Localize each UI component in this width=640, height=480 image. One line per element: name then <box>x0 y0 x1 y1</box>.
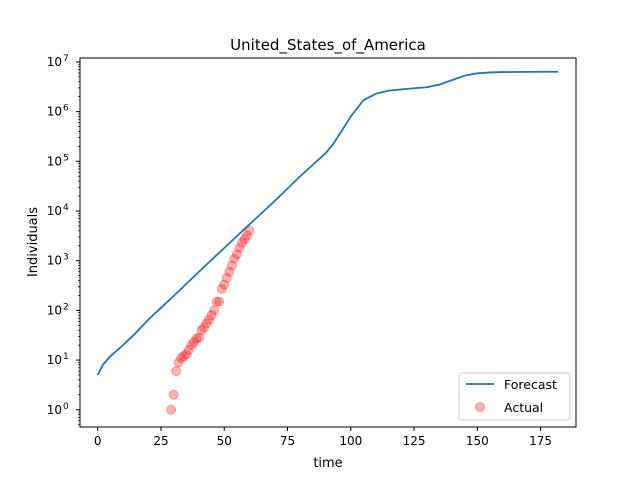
actual-point <box>173 357 184 368</box>
actual-point <box>191 333 202 344</box>
legend: Forecast Actual <box>458 372 571 421</box>
y-tick-label: 10 <box>47 403 62 417</box>
plot-frame <box>79 57 577 428</box>
actual-point <box>188 337 199 348</box>
y-tick-exponent: 6 <box>63 104 69 114</box>
actual-point <box>224 266 235 277</box>
x-axis: 0 25 50 75 100 125 150 175 <box>94 427 552 448</box>
x-tick-label: 100 <box>339 434 362 448</box>
x-tick-label: 25 <box>153 434 168 448</box>
actual-point <box>231 249 242 260</box>
x-tick-label: 125 <box>403 434 426 448</box>
actual-point <box>206 310 217 321</box>
y-tick-exponent: 3 <box>63 253 69 263</box>
x-tick-label: 150 <box>466 434 489 448</box>
actual-point <box>204 314 215 325</box>
y-tick-exponent: 4 <box>63 203 69 213</box>
x-tick-label: 175 <box>529 434 552 448</box>
x-tick-label: 50 <box>217 434 232 448</box>
actual-point <box>186 340 197 351</box>
actual-point <box>209 305 220 316</box>
y-tick-label: 10 <box>47 353 62 367</box>
actual-point <box>244 225 255 236</box>
actual-point <box>201 318 212 329</box>
y-tick-label: 10 <box>47 254 62 268</box>
actual-point <box>183 344 194 355</box>
y-tick-exponent: 5 <box>63 153 69 163</box>
actual-point <box>234 243 245 254</box>
actual-point <box>168 389 179 400</box>
actual-point <box>166 404 177 415</box>
x-axis-label: time <box>313 456 342 471</box>
x-tick-label: 0 <box>94 434 102 448</box>
plot-content <box>96 70 559 415</box>
actual-point <box>214 296 225 307</box>
actual-point <box>171 366 182 377</box>
x-tick-label: 75 <box>280 434 295 448</box>
y-tick-label: 10 <box>47 204 62 218</box>
actual-point <box>236 237 247 248</box>
legend-actual-swatch <box>475 402 485 412</box>
legend-actual-label: Actual <box>504 400 543 415</box>
y-tick-exponent: 2 <box>63 302 69 312</box>
y-tick-exponent: 0 <box>63 402 69 412</box>
actual-point <box>242 230 253 241</box>
y-tick-exponent: 1 <box>63 352 69 362</box>
actual-point <box>219 279 230 290</box>
forecast-line <box>96 70 559 376</box>
actual-point <box>196 325 207 336</box>
y-axis-label: Individuals <box>26 207 41 277</box>
actual-point <box>226 260 237 271</box>
actual-point <box>216 283 227 294</box>
actual-point <box>229 253 240 264</box>
y-tick-label: 10 <box>47 303 62 317</box>
y-tick-label: 10 <box>47 105 62 119</box>
actual-point <box>239 234 250 245</box>
actual-point <box>193 332 204 343</box>
actual-point <box>176 353 187 364</box>
y-tick-exponent: 7 <box>63 54 69 64</box>
actual-point <box>178 351 189 362</box>
actual-point <box>221 272 232 283</box>
actual-point <box>181 349 192 360</box>
y-tick-label: 10 <box>47 154 62 168</box>
actual-point <box>211 296 222 307</box>
chart-title: United_States_of_America <box>230 36 426 55</box>
legend-forecast-label: Forecast <box>504 377 557 392</box>
y-tick-label: 10 <box>47 55 62 69</box>
actual-point <box>199 322 209 333</box>
